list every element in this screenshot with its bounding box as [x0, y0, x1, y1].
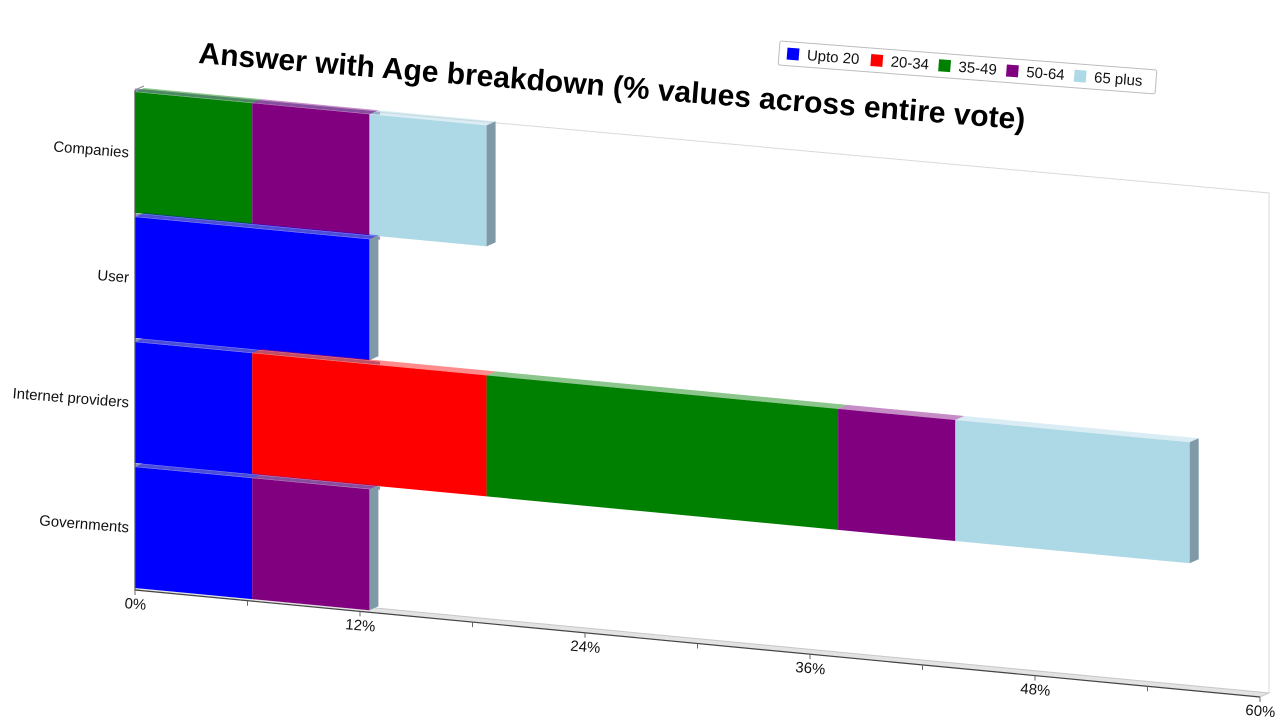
- bar-front-face: [135, 342, 253, 475]
- x-tick-label: 12%: [345, 616, 376, 635]
- bar-front-face: [838, 408, 956, 541]
- bar-end-face: [369, 485, 379, 611]
- x-tick-label: 60%: [1245, 702, 1276, 720]
- x-tick-label: 24%: [570, 638, 601, 657]
- legend-item: 65 plus: [1073, 69, 1143, 90]
- bar-segment: [252, 99, 379, 236]
- x-tick-label: 48%: [1020, 680, 1051, 699]
- category-axis: Companies User Internet providers Governmen…: [12, 85, 145, 590]
- chart-back-wall: [134, 89, 1270, 693]
- category-label: Companies: [53, 138, 130, 161]
- bar-front-face: [955, 420, 1190, 564]
- bar-front-face: [252, 478, 370, 611]
- legend-item: 50-64: [1005, 64, 1066, 84]
- bar-segment: [369, 110, 496, 247]
- chart-bars: [134, 88, 1199, 611]
- bar-top-face: [252, 349, 496, 376]
- back-wall-edge: [134, 89, 1270, 693]
- bar-top-face: [955, 416, 1199, 443]
- bar-segment: [135, 213, 379, 361]
- category-label: Governments: [39, 512, 130, 536]
- bar-front-face: [369, 114, 487, 247]
- legend-label: 50-64: [1026, 64, 1066, 84]
- bar-front-face: [135, 217, 370, 361]
- legend-swatch: [786, 47, 800, 61]
- bar-front-face: [252, 103, 370, 236]
- bar-top-face: [135, 338, 262, 354]
- bar-top-face: [135, 88, 262, 104]
- legend-item: 35-49: [938, 59, 998, 79]
- bar-top-face: [252, 474, 379, 490]
- category-label: Internet providers: [12, 385, 130, 411]
- bar-end-face: [486, 121, 496, 247]
- bar-end-face: [1189, 438, 1199, 564]
- category-divider: [134, 338, 381, 365]
- legend: Upto 20 20-34 35-49 50-64 65 plus: [777, 40, 1158, 95]
- bar-segment: [486, 371, 848, 530]
- x-axis: 0% 12% 24% 36% 48% 60%: [124, 589, 1276, 720]
- bar-segment: [135, 338, 262, 475]
- category-divider: [134, 213, 381, 240]
- legend-swatch: [938, 59, 952, 73]
- bar-front-face: [135, 467, 253, 600]
- bar-front-face: [252, 353, 487, 497]
- legend-label: 35-49: [958, 59, 998, 79]
- legend-item: Upto 20: [786, 47, 860, 68]
- legend-label: Upto 20: [806, 47, 860, 68]
- bar-segment: [252, 474, 379, 611]
- x-tick-label: 0%: [124, 595, 147, 614]
- bar-top-face: [135, 213, 379, 240]
- x-tick-label: 36%: [795, 659, 826, 678]
- category-divider: [134, 463, 381, 490]
- legend-swatch: [1005, 64, 1019, 78]
- legend-item: 20-34: [870, 54, 930, 74]
- bar-top-face: [135, 463, 262, 479]
- bar-top-face: [838, 404, 965, 420]
- category-divider: [134, 88, 381, 115]
- bar-front-face: [135, 92, 253, 225]
- legend-swatch: [870, 54, 884, 67]
- bar-segment: [838, 404, 965, 541]
- bar-segment: [135, 463, 262, 600]
- bar-segment: [135, 88, 262, 225]
- bar-segment: [252, 349, 496, 497]
- category-label: User: [97, 267, 130, 286]
- legend-swatch: [1073, 69, 1087, 83]
- bar-top-face: [486, 371, 848, 409]
- axis-depth-line: [134, 85, 145, 91]
- bar-end-face: [369, 235, 379, 361]
- legend-label: 65 plus: [1093, 69, 1143, 90]
- bar-top-face: [252, 99, 379, 115]
- bar-segment: [955, 416, 1199, 564]
- bar-top-face: [369, 110, 496, 126]
- bar-front-face: [486, 375, 839, 530]
- legend-label: 20-34: [890, 54, 930, 74]
